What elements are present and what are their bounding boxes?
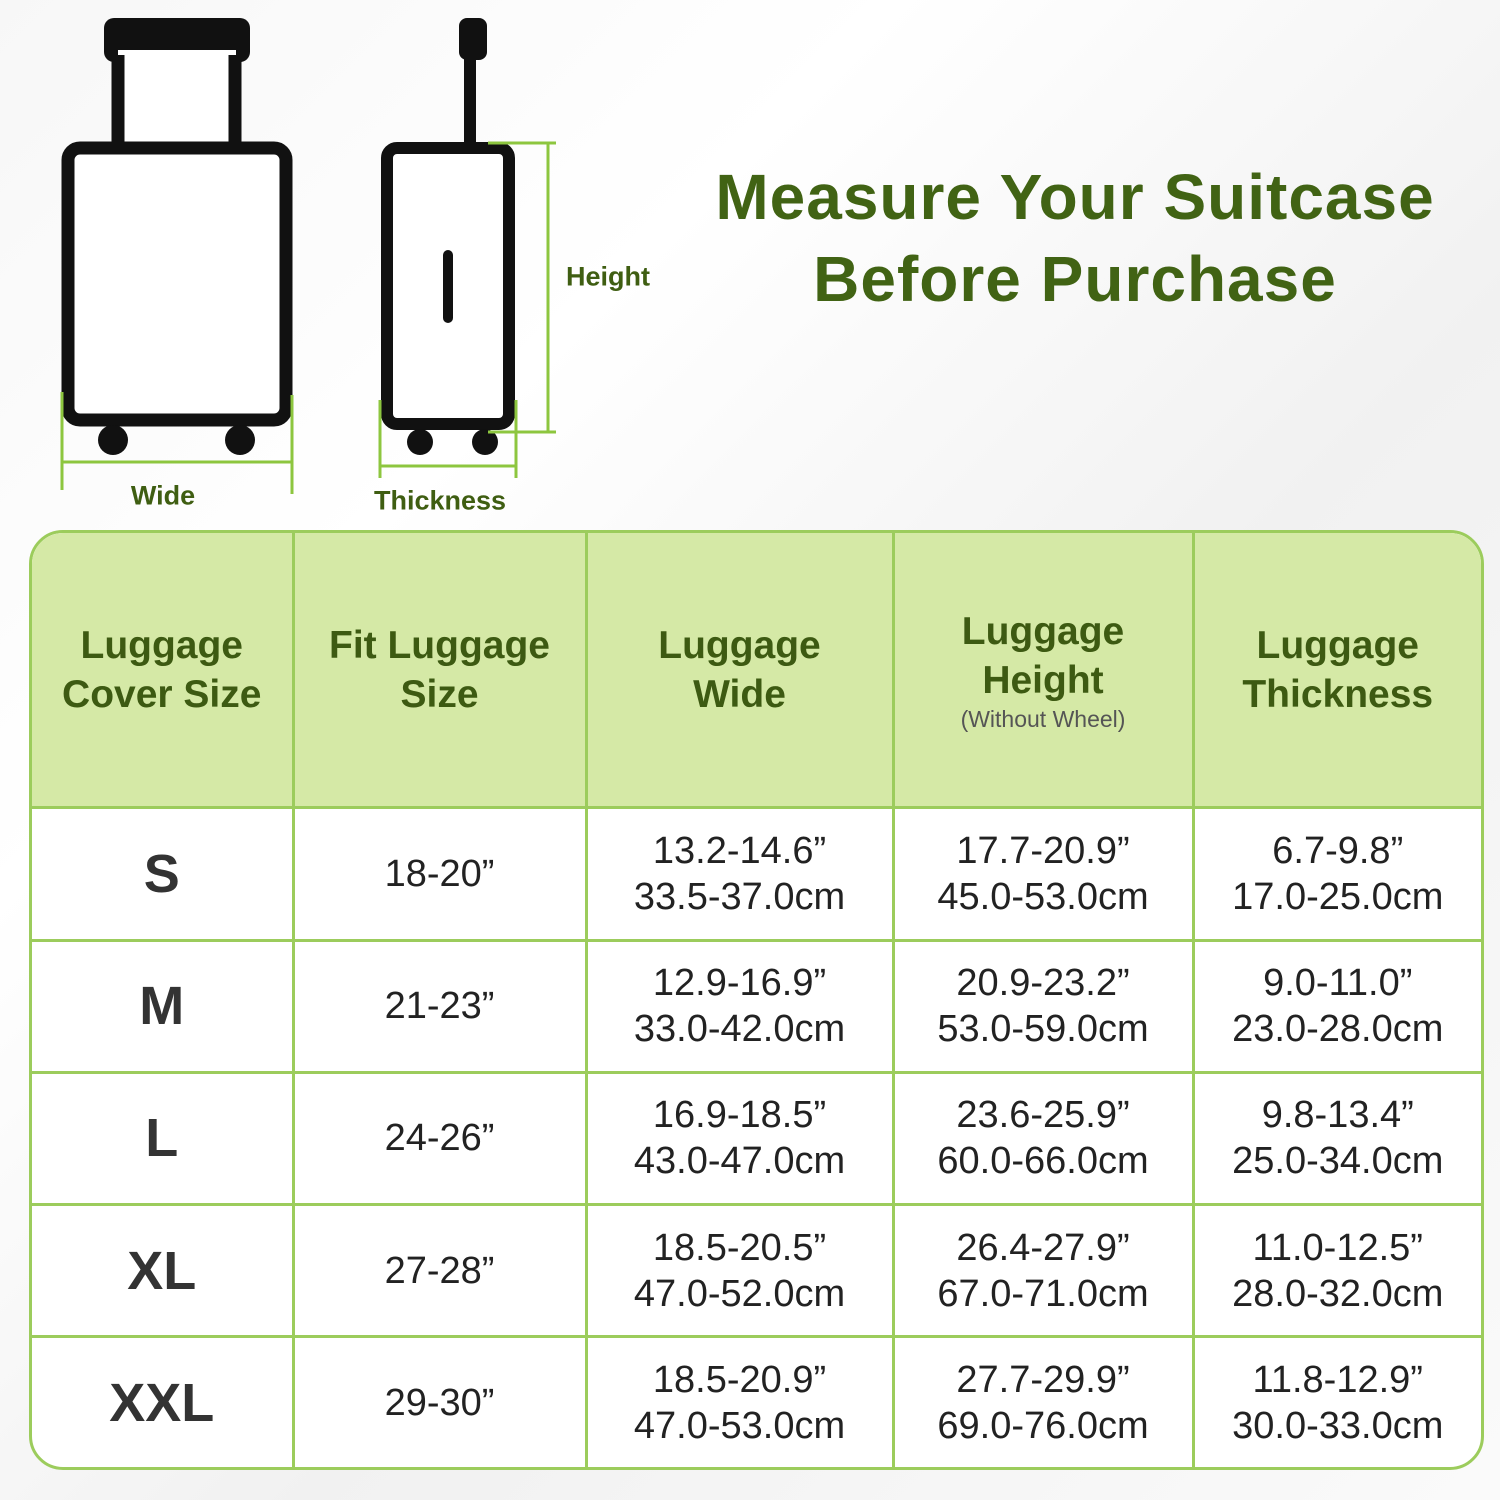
wide-cell: 13.2-14.6” 33.5-37.0cm	[584, 806, 895, 942]
cell-value: 16.9-18.5”	[652, 1094, 827, 1137]
cell-value: 23.0-28.0cm	[1232, 1008, 1444, 1051]
cell-value: 21-23”	[384, 985, 495, 1028]
cell-value: 33.5-37.0cm	[633, 876, 846, 919]
cell-value: 53.0-59.0cm	[937, 1008, 1149, 1051]
cell-value: 30.0-33.0cm	[1232, 1404, 1444, 1447]
thickness-label: Thickness	[373, 485, 507, 516]
thickness-cell: 9.8-13.4” 25.0-34.0cm	[1191, 1070, 1481, 1207]
cell-value: 25.0-34.0cm	[1232, 1140, 1444, 1183]
cell-value: 9.8-13.4”	[1261, 1094, 1414, 1137]
wide-dimension-line	[60, 392, 294, 494]
cell-value: XL	[127, 1240, 197, 1301]
height-cell: 27.7-29.9” 69.0-76.0cm	[891, 1335, 1195, 1467]
height-cell: 20.9-23.2” 53.0-59.0cm	[891, 938, 1195, 1074]
thickness-cell: 11.8-12.9” 30.0-33.0cm	[1191, 1335, 1481, 1467]
header-thickness: Luggage Thickness	[1191, 533, 1481, 810]
cell-value: 18.5-20.5”	[652, 1226, 827, 1269]
size-chart-table: Luggage Cover Size Fit Luggage Size Luggag…	[29, 530, 1484, 1470]
header-note: (Without Wheel)	[960, 705, 1126, 732]
wide-cell: 16.9-18.5” 43.0-47.0cm	[584, 1070, 895, 1207]
cover-size-cell: L	[32, 1070, 295, 1207]
cell-value: 6.7-9.8”	[1272, 830, 1404, 873]
header-text: Thickness	[1242, 672, 1434, 716]
cell-value: 47.0-52.0cm	[633, 1272, 846, 1315]
header-text: Height	[982, 658, 1104, 702]
cell-value: 45.0-53.0cm	[937, 876, 1149, 919]
height-dimension-line	[488, 141, 556, 434]
cover-size-cell: M	[32, 938, 295, 1074]
thickness-cell: 6.7-9.8” 17.0-25.0cm	[1191, 806, 1481, 942]
cell-value: 26.4-27.9”	[956, 1226, 1130, 1269]
cell-value: 24-26”	[384, 1117, 495, 1160]
table-row: XXL 29-30” 18.5-20.9” 47.0-53.0cm 27.7-29.9”…	[32, 1335, 1481, 1467]
header-text: Luggage	[961, 609, 1125, 653]
header-height: Luggage Height (Without Wheel)	[891, 533, 1195, 810]
cell-value: 67.0-71.0cm	[937, 1272, 1149, 1315]
cell-value: 13.2-14.6”	[652, 830, 827, 873]
title-line-2: Before Purchase	[813, 243, 1337, 315]
header-text: Luggage	[80, 623, 244, 667]
cell-value: 17.7-20.9”	[956, 830, 1130, 873]
height-cell: 26.4-27.9” 67.0-71.0cm	[891, 1203, 1195, 1339]
header-text: Fit Luggage	[329, 623, 550, 667]
cell-value: 23.6-25.9”	[956, 1094, 1130, 1137]
cell-value: 20.9-23.2”	[956, 962, 1130, 1005]
cell-value: 29-30”	[384, 1381, 495, 1424]
wide-cell: 18.5-20.5” 47.0-52.0cm	[584, 1203, 895, 1339]
thickness-cell: 9.0-11.0” 23.0-28.0cm	[1191, 938, 1481, 1074]
cell-value: 27.7-29.9”	[956, 1358, 1130, 1401]
wide-cell: 18.5-20.9” 47.0-53.0cm	[584, 1335, 895, 1467]
suitcase-side-icon	[381, 18, 515, 455]
header-text: Luggage	[658, 623, 821, 667]
header-text: Wide	[693, 672, 786, 716]
cell-value: 47.0-53.0cm	[633, 1404, 846, 1447]
cell-value: 27-28”	[384, 1249, 495, 1292]
cell-value: XXL	[109, 1372, 215, 1433]
thickness-dimension-line	[378, 400, 518, 478]
cover-size-cell: XL	[32, 1203, 295, 1339]
table-row: L 24-26” 16.9-18.5” 43.0-47.0cm 23.6-25.9” 60…	[32, 1070, 1481, 1207]
height-cell: 17.7-20.9” 45.0-53.0cm	[891, 806, 1195, 942]
height-cell: 23.6-25.9” 60.0-66.0cm	[891, 1070, 1195, 1207]
fit-size-cell: 18-20”	[291, 806, 588, 942]
cell-value: 9.0-11.0”	[1263, 962, 1413, 1005]
cell-value: 11.0-12.5”	[1252, 1226, 1423, 1269]
cell-value: S	[143, 844, 180, 905]
cell-value: 18.5-20.9”	[652, 1358, 827, 1401]
fit-size-cell: 27-28”	[291, 1203, 588, 1339]
height-label: Height	[566, 261, 650, 292]
header-text: Size	[400, 672, 479, 716]
suitcase-illustration	[60, 18, 556, 494]
suitcase-front-icon	[61, 18, 293, 455]
header-fit-size: Fit Luggage Size	[291, 533, 588, 810]
cell-value: L	[145, 1108, 179, 1169]
cover-size-cell: S	[32, 806, 295, 942]
thickness-cell: 11.0-12.5” 28.0-32.0cm	[1191, 1203, 1481, 1339]
fit-size-cell: 29-30”	[291, 1335, 588, 1467]
title-line-1: Measure Your Suitcase	[715, 161, 1435, 233]
cover-size-cell: XXL	[32, 1335, 295, 1467]
cell-value: 18-20”	[384, 853, 495, 896]
cell-value: 60.0-66.0cm	[937, 1140, 1149, 1183]
fit-size-cell: 21-23”	[291, 938, 588, 1074]
table-row: S 18-20” 13.2-14.6” 33.5-37.0cm 17.7-20.9” 45…	[32, 806, 1481, 942]
header-cover-size: Luggage Cover Size	[32, 533, 295, 810]
fit-size-cell: 24-26”	[291, 1070, 588, 1207]
wide-cell: 12.9-16.9” 33.0-42.0cm	[584, 938, 895, 1074]
cell-value: 12.9-16.9”	[652, 962, 827, 1005]
table-row: XL 27-28” 18.5-20.5” 47.0-52.0cm 26.4-27.9” 6…	[32, 1203, 1481, 1339]
cell-value: 69.0-76.0cm	[937, 1404, 1149, 1447]
header-row: Luggage Cover Size Fit Luggage Size Luggag…	[32, 533, 1481, 810]
cell-value: 11.8-12.9”	[1252, 1358, 1423, 1401]
cell-value: M	[139, 976, 185, 1037]
header-text: Luggage	[1256, 623, 1420, 667]
cell-value: 33.0-42.0cm	[633, 1008, 846, 1051]
cell-value: 17.0-25.0cm	[1232, 876, 1444, 919]
wide-label: Wide	[130, 480, 196, 511]
header-text: Cover Size	[62, 672, 262, 716]
table-row: M 21-23” 12.9-16.9” 33.0-42.0cm 20.9-23.2” 53…	[32, 938, 1481, 1074]
cell-value: 28.0-32.0cm	[1232, 1272, 1444, 1315]
header-wide: Luggage Wide	[584, 533, 895, 810]
cell-value: 43.0-47.0cm	[633, 1140, 846, 1183]
